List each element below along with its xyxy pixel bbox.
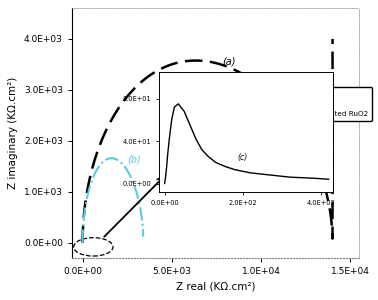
- Text: (a): (a): [222, 56, 235, 66]
- Text: (c): (c): [237, 153, 247, 162]
- Text: (b): (b): [127, 154, 141, 164]
- Y-axis label: Z imaginary (KΩ.cm²): Z imaginary (KΩ.cm²): [8, 77, 19, 189]
- Legend: (a) Al-Zn-Mg, (b) Al-Zn-Mg-Sn, (c) Al-Zn-Mg-Sn  coated RuO2: (a) Al-Zn-Mg, (b) Al-Zn-Mg-Sn, (c) Al-Zn…: [234, 87, 372, 121]
- X-axis label: Z real (KΩ.cm²): Z real (KΩ.cm²): [176, 282, 256, 292]
